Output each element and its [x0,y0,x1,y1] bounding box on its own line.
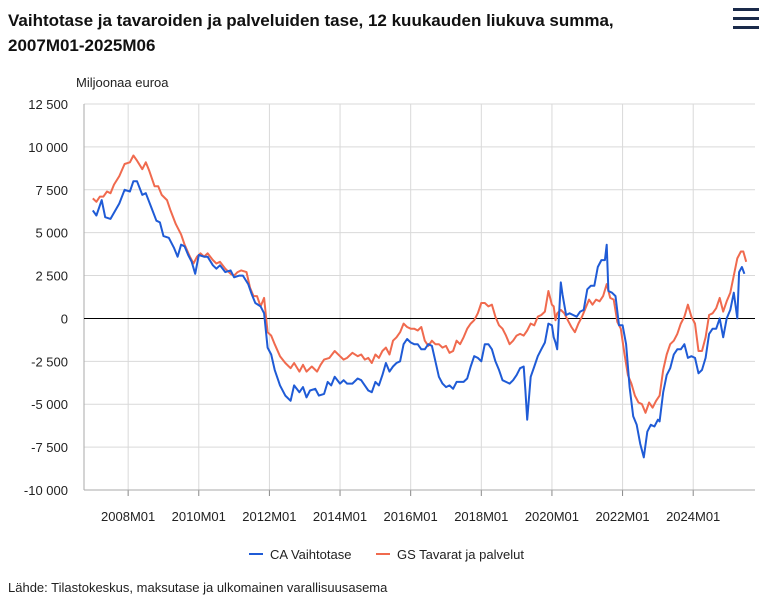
x-tick-label: 2020M01 [525,509,579,524]
tick-labels: 12 500 10 000 7 500 5 000 2 500 0 -2 500 -5 000… [24,97,720,524]
y-tick-label: 2 500 [35,269,68,284]
series-line-ca [91,180,746,459]
x-tick-label: 2022M01 [595,509,649,524]
axes [83,104,755,496]
x-tick-label: 2024M01 [666,509,720,524]
y-tick-label: 10 000 [28,140,68,155]
x-tick-label: 2016M01 [384,509,438,524]
source-note: Lähde: Tilastokeskus, maksutase ja ulkom… [8,580,388,595]
y-axis-label: Miljoonaa euroa [76,75,169,90]
y-tick-label: 5 000 [35,226,68,241]
legend: CA Vaihtotase GS Tavarat ja palvelut [249,547,524,562]
grid-lines [84,103,755,491]
line-chart: 12 500 10 000 7 500 5 000 2 500 0 -2 500 -5 000… [24,75,755,562]
legend-label-gs: GS Tavarat ja palvelut [397,547,524,562]
x-tick-label: 2012M01 [242,509,296,524]
y-tick-label: 12 500 [28,97,68,112]
y-tick-label: 7 500 [35,183,68,198]
menu-bar-top [733,8,759,11]
x-tick-label: 2014M01 [313,509,367,524]
hamburger-menu-icon[interactable] [733,8,759,30]
menu-bar-middle [733,17,759,20]
y-tick-label: -5 000 [31,397,68,412]
series-line-gs [92,154,748,414]
x-tick-label: 2018M01 [454,509,508,524]
chart-title: Vaihtotase ja tavaroiden ja palveluiden … [8,11,614,55]
y-tick-label: -7 500 [31,440,68,455]
menu-bar-bottom [733,26,759,29]
y-tick-label: -2 500 [31,354,68,369]
series-lines [91,154,748,459]
x-tick-label: 2008M01 [101,509,155,524]
y-tick-label: -10 000 [24,483,68,498]
y-tick-label: 0 [61,311,68,326]
legend-label-ca: CA Vaihtotase [270,547,351,562]
x-tick-label: 2010M01 [172,509,226,524]
